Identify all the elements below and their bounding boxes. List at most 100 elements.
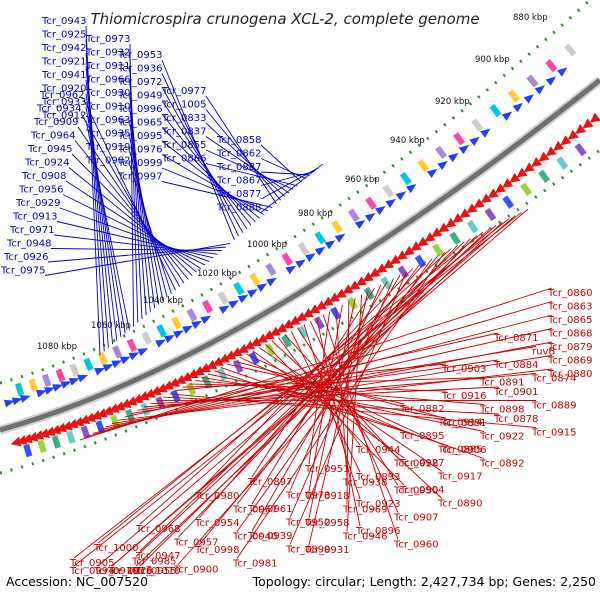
gene-label: Tcr_0931	[304, 545, 349, 556]
forward-gene-arrow	[11, 397, 23, 406]
label-leader-line	[129, 97, 151, 312]
reverse-gene-arrow	[21, 433, 33, 444]
label-leader-line	[308, 291, 369, 546]
label-leader-line	[59, 207, 210, 262]
gene-label: Tcr_0896	[355, 526, 400, 537]
reverse-gene-arrow	[452, 213, 464, 223]
reverse-gene-arrow	[322, 296, 334, 306]
label-leader-line	[97, 225, 497, 567]
cog-feature-block	[545, 59, 558, 73]
reverse-gene-arrow	[396, 250, 408, 260]
forward-gene-arrow	[545, 76, 557, 86]
label-leader-line	[198, 268, 414, 492]
label-leader-line	[85, 79, 118, 341]
reverse-gene-arrow	[114, 401, 126, 411]
gene-label: Tcr_0977	[161, 86, 206, 97]
gene-label: Tcr_1005	[161, 100, 206, 111]
reverse-gene-arrow	[276, 322, 288, 333]
reverse-gene-arrow	[102, 405, 114, 416]
gene-label: Tcr_0924	[24, 158, 69, 169]
forward-gene-arrow	[182, 325, 193, 334]
forward-gene-arrow	[375, 206, 386, 216]
gene-label: Tcr_0910	[85, 102, 130, 113]
gene-label: Tcr_0879	[547, 342, 592, 353]
reverse-gene-arrow	[120, 398, 132, 408]
label-leader-line	[260, 163, 323, 213]
cog-feature-block	[55, 368, 66, 382]
gene-label: Tcr_0933	[41, 97, 86, 108]
label-leader-line	[161, 127, 256, 223]
forward-gene-arrow	[556, 67, 568, 77]
label-leader-line	[205, 163, 298, 187]
label-leader-line	[139, 241, 465, 552]
gene-label: Tcr_0939	[247, 531, 292, 542]
gene-label: Tcr_0889	[531, 401, 576, 412]
label-leader-line	[62, 194, 206, 266]
cog-feature-block	[348, 208, 360, 222]
reverse-gene-arrow	[289, 315, 301, 325]
cog-feature-block	[431, 243, 444, 257]
reverse-gene-arrow	[315, 300, 327, 310]
gene-label: Tcr_0985	[131, 557, 176, 568]
cog-feature-block	[526, 74, 539, 88]
cog-feature-block	[382, 184, 395, 198]
forward-gene-arrow	[237, 294, 249, 304]
label-leader-line	[129, 151, 168, 298]
gene-label: Tcr_0996	[117, 104, 162, 115]
label-leader-line	[161, 154, 265, 215]
cog-feature-block	[489, 104, 502, 118]
map-title: Thiomicrospira crunogena XCL-2, complete…	[90, 10, 479, 28]
reverse-gene-arrow	[438, 222, 450, 233]
forward-gene-arrow	[324, 240, 336, 250]
label-leader-line	[83, 99, 177, 291]
forward-gene-arrow	[137, 348, 149, 357]
cog-feature-block	[297, 325, 309, 339]
cog-feature-block	[217, 291, 229, 305]
gene-label: Tcr_0916	[441, 391, 486, 402]
gene-label: Tcr_0892	[479, 459, 524, 470]
gene-label: Tcr_0934	[36, 104, 81, 115]
forward-gene-arrow	[501, 111, 513, 121]
label-leader-line	[129, 138, 164, 302]
gene-label: Tcr_0906	[441, 445, 486, 456]
gene-label: Tcr_0869	[547, 356, 592, 367]
reverse-gene-arrow	[10, 436, 22, 447]
forward-gene-arrow	[68, 378, 80, 386]
reverse-gene-arrow	[342, 284, 354, 294]
reverse-gene-arrow	[224, 350, 237, 360]
forward-gene-arrow	[458, 144, 470, 155]
cog-feature-block	[502, 195, 515, 209]
gene-label: Tcr_0877	[216, 189, 261, 200]
reverse-gene-arrow	[212, 356, 224, 366]
gene-label: Tcr_0981	[232, 559, 277, 570]
cog-feature-block	[484, 207, 497, 222]
reverse-gene-arrow	[138, 391, 150, 401]
gene-label: Tcr_0922	[479, 432, 524, 443]
gene-label: Tcr_1000	[93, 543, 138, 554]
forward-gene-arrow	[512, 102, 524, 113]
reverse-gene-arrow	[349, 280, 361, 290]
gene-label: Tcr_0971	[9, 225, 54, 236]
reverse-gene-arrow	[495, 183, 507, 194]
cog-feature-block	[564, 43, 577, 57]
gene-label: Tcr_0874	[531, 374, 576, 385]
kbp-label: 920 kbp	[435, 97, 470, 107]
cog-feature-block	[156, 324, 167, 338]
gene-label: Tcr_0995	[117, 131, 162, 142]
gene-label: Tcr_0952	[285, 518, 330, 529]
gene-label: Tcr_0975	[0, 266, 45, 277]
reverse-gene-arrow	[243, 340, 256, 350]
label-leader-line	[205, 149, 294, 190]
gene-label: Tcr_0920	[41, 84, 86, 95]
label-leader-line	[251, 274, 401, 532]
reverse-gene-arrow	[589, 112, 600, 123]
gene-label: Tcr_0858	[216, 135, 261, 146]
label-leader-line	[214, 370, 447, 446]
forward-gene-arrow	[480, 128, 491, 138]
reverse-gene-arrow	[302, 308, 314, 318]
gene-label: Tcr_0882	[399, 404, 444, 415]
gene-label: Tcr_0980	[194, 491, 239, 502]
gene-label: Tcr_0903	[441, 364, 486, 375]
reverse-gene-arrow	[282, 319, 294, 329]
gene-label: Tcr_0928	[393, 459, 438, 470]
